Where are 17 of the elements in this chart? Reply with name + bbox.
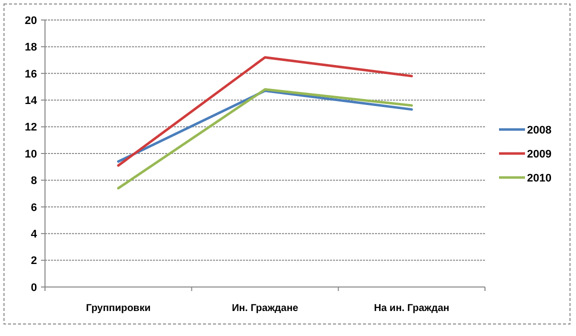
y-tick-label: 18 [24, 42, 37, 54]
y-tick-label: 0 [30, 282, 37, 294]
y-tick-label: 16 [24, 68, 37, 80]
y-tick-label: 10 [24, 148, 37, 160]
y-tick-label: 20 [24, 14, 37, 27]
y-tick-label: 4 [30, 228, 38, 240]
y-tick-label: 2 [30, 255, 37, 268]
x-tick-label: Группировки [86, 303, 151, 314]
y-tick-label: 12 [24, 122, 37, 134]
legend-label: 2010 [527, 172, 552, 184]
y-tick-label: 8 [30, 175, 37, 188]
legend-label: 2009 [527, 148, 552, 160]
y-tick-label: 14 [24, 94, 38, 107]
x-tick-label: Ин. Граждане [232, 303, 299, 314]
x-tick-label: На ин. Граждан [374, 303, 450, 314]
y-tick-label: 6 [30, 202, 37, 214]
legend-label: 2008 [527, 124, 552, 136]
